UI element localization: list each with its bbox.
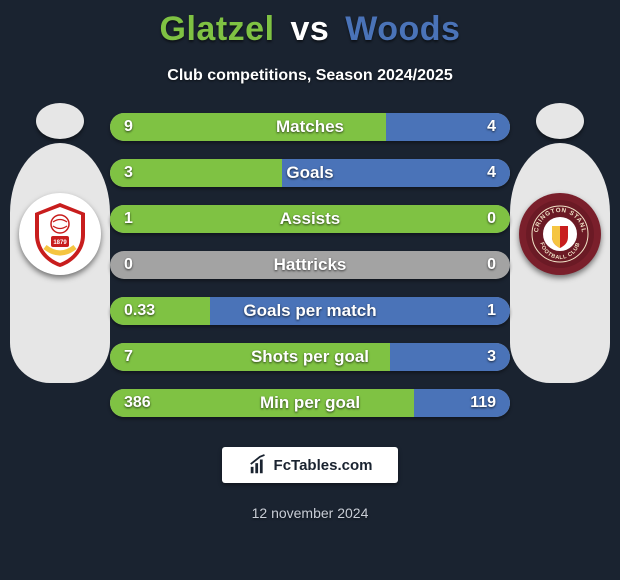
chart-icon xyxy=(248,454,270,476)
stat-value-left: 9 xyxy=(124,118,133,136)
stat-row: 0 0 Hattricks xyxy=(110,251,510,279)
footer-brand-text: FcTables.com xyxy=(274,457,373,474)
silhouette-head xyxy=(36,103,84,139)
stat-value-left: 0 xyxy=(124,256,133,274)
stat-value-left: 7 xyxy=(124,348,133,366)
club-badge-left-icon: 1879 xyxy=(25,199,95,269)
club-badge-right-icon: ACCRINGTON STANLEY FOOTBALL CLUB xyxy=(525,199,595,269)
stat-label: Goals xyxy=(286,163,333,183)
stat-value-right: 4 xyxy=(487,118,496,136)
stat-label: Shots per goal xyxy=(251,347,369,367)
player2-slot: ACCRINGTON STANLEY FOOTBALL CLUB xyxy=(510,103,610,208)
vs-text: vs xyxy=(290,10,329,48)
stat-row: 3 4 Goals xyxy=(110,159,510,187)
footer-brand-badge[interactable]: FcTables.com xyxy=(222,447,398,483)
stat-value-left: 1 xyxy=(124,210,133,228)
svg-text:1879: 1879 xyxy=(53,240,67,246)
date-text: 12 november 2024 xyxy=(0,505,620,521)
player2-club-badge: ACCRINGTON STANLEY FOOTBALL CLUB xyxy=(519,193,601,275)
stat-row: 9 4 Matches xyxy=(110,113,510,141)
stat-bars: 9 4 Matches 3 4 Goals 1 0 Assists 0 0 Hattricks 0.33… xyxy=(110,113,510,417)
stat-fill-left xyxy=(110,159,282,187)
stat-value-right: 119 xyxy=(470,394,496,412)
player1-club-badge: 1879 xyxy=(19,193,101,275)
subtitle: Club competitions, Season 2024/2025 xyxy=(0,67,620,85)
stat-fill-left xyxy=(110,113,386,141)
player1-slot: 1879 xyxy=(10,103,110,208)
comparison-content: 1879 ACCRINGTON STANLEY FO xyxy=(0,113,620,417)
player2-name: Woods xyxy=(345,10,460,48)
comparison-title: Glatzel vs Woods xyxy=(0,0,620,49)
player1-name: Glatzel xyxy=(160,10,275,48)
stat-label: Hattricks xyxy=(274,255,347,275)
stat-row: 1 0 Assists xyxy=(110,205,510,233)
stat-row: 0.33 1 Goals per match xyxy=(110,297,510,325)
stat-value-right: 0 xyxy=(487,256,496,274)
silhouette-head xyxy=(536,103,584,139)
stat-value-left: 3 xyxy=(124,164,133,182)
stat-label: Min per goal xyxy=(260,393,360,413)
stat-value-right: 0 xyxy=(487,210,496,228)
stat-value-left: 0.33 xyxy=(124,302,155,320)
stat-value-left: 386 xyxy=(124,394,151,412)
stat-label: Matches xyxy=(276,117,344,137)
stat-value-right: 4 xyxy=(487,164,496,182)
stat-label: Goals per match xyxy=(243,301,376,321)
stat-row: 7 3 Shots per goal xyxy=(110,343,510,371)
stat-label: Assists xyxy=(280,209,340,229)
stat-row: 386 119 Min per goal xyxy=(110,389,510,417)
stat-value-right: 3 xyxy=(487,348,496,366)
stat-value-right: 1 xyxy=(487,302,496,320)
